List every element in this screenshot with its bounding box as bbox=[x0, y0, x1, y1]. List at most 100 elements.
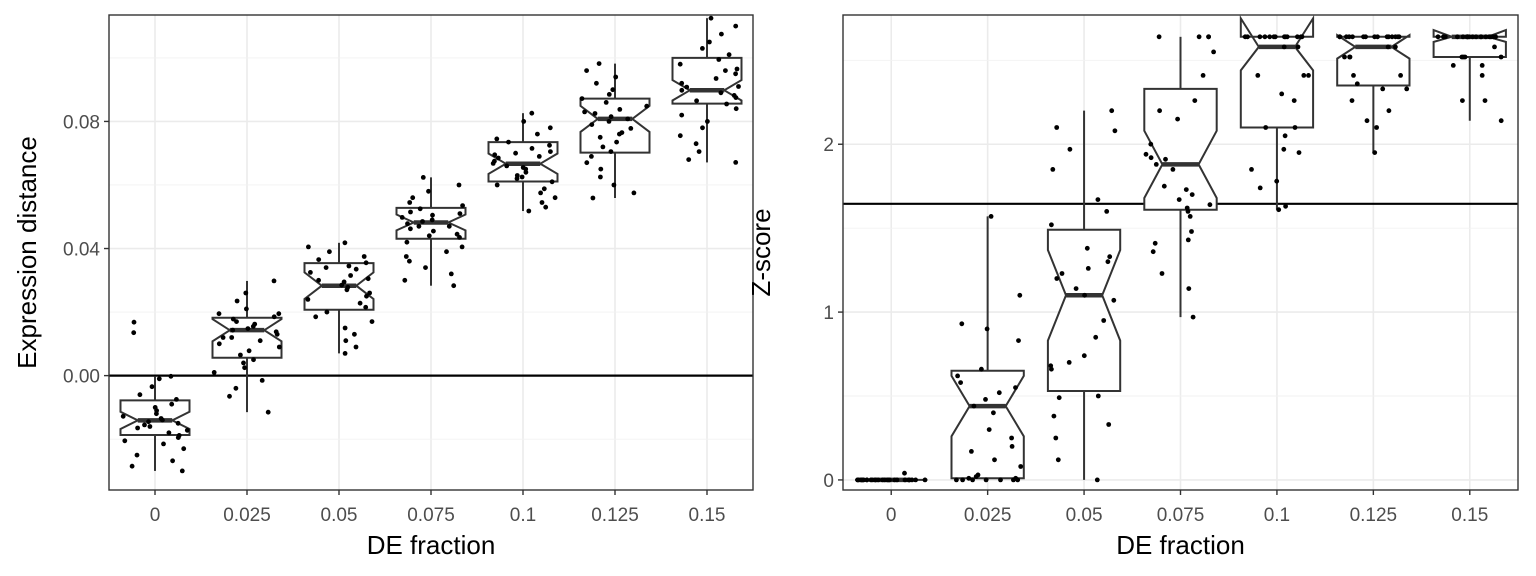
data-point bbox=[535, 131, 540, 137]
data-point bbox=[431, 228, 436, 234]
data-point bbox=[1059, 271, 1065, 276]
data-point bbox=[606, 92, 612, 97]
x-tick-label: 0.05 bbox=[321, 505, 358, 526]
data-point bbox=[170, 458, 176, 464]
data-point bbox=[250, 324, 256, 329]
data-point bbox=[736, 84, 741, 89]
data-point bbox=[257, 338, 263, 344]
data-point bbox=[625, 116, 631, 122]
data-point bbox=[988, 214, 994, 219]
x-tick-label: 0.15 bbox=[1451, 505, 1488, 526]
data-point bbox=[1051, 413, 1057, 419]
data-point bbox=[1192, 98, 1198, 103]
data-point bbox=[970, 477, 975, 483]
data-point bbox=[179, 468, 185, 474]
data-point bbox=[1337, 34, 1343, 40]
data-point bbox=[339, 282, 345, 288]
data-point bbox=[1460, 34, 1466, 40]
data-point bbox=[984, 326, 990, 332]
data-point bbox=[733, 160, 739, 165]
data-point bbox=[246, 348, 252, 354]
data-point bbox=[1301, 73, 1307, 78]
data-point bbox=[1185, 237, 1191, 243]
data-point bbox=[1085, 266, 1091, 271]
data-point bbox=[1082, 292, 1087, 298]
data-point bbox=[229, 335, 235, 340]
data-point bbox=[175, 420, 181, 426]
data-point bbox=[983, 397, 988, 402]
data-point bbox=[1364, 118, 1370, 124]
data-point bbox=[536, 154, 542, 159]
data-point bbox=[405, 221, 410, 227]
data-point bbox=[724, 101, 729, 107]
data-point bbox=[733, 106, 739, 112]
data-point bbox=[276, 311, 282, 317]
data-point bbox=[1081, 353, 1087, 359]
data-point bbox=[361, 254, 367, 259]
data-point bbox=[313, 314, 319, 320]
data-point bbox=[631, 190, 637, 196]
data-point bbox=[1183, 187, 1189, 193]
data-point bbox=[451, 283, 457, 289]
data-point bbox=[407, 258, 412, 264]
data-point bbox=[353, 344, 359, 350]
data-point bbox=[426, 188, 431, 194]
data-point bbox=[1281, 44, 1287, 50]
data-point bbox=[216, 311, 222, 317]
data-point bbox=[234, 298, 240, 304]
data-point bbox=[1464, 34, 1470, 40]
data-point bbox=[316, 257, 322, 262]
data-point bbox=[1016, 338, 1021, 343]
data-point bbox=[733, 23, 739, 29]
data-point bbox=[122, 438, 128, 444]
y-axis-title: Z-score bbox=[746, 208, 776, 296]
data-point bbox=[460, 203, 465, 209]
data-point bbox=[1263, 125, 1269, 130]
data-point bbox=[1498, 54, 1504, 60]
data-point bbox=[1284, 34, 1290, 40]
data-point bbox=[1386, 108, 1392, 114]
data-point bbox=[241, 360, 246, 366]
data-point bbox=[1262, 34, 1268, 40]
data-point bbox=[1189, 192, 1195, 198]
data-point bbox=[679, 80, 685, 86]
data-point bbox=[233, 385, 239, 391]
data-point bbox=[407, 200, 413, 205]
data-point bbox=[184, 427, 190, 433]
data-point bbox=[1354, 81, 1360, 87]
data-point bbox=[700, 46, 705, 51]
data-point bbox=[707, 39, 712, 45]
data-point bbox=[1189, 229, 1194, 234]
plot-marks bbox=[843, 15, 1518, 483]
data-point bbox=[986, 427, 992, 432]
data-point bbox=[1009, 435, 1014, 441]
data-point bbox=[216, 341, 222, 347]
data-point bbox=[1349, 98, 1355, 103]
data-point bbox=[991, 410, 996, 416]
data-point bbox=[1112, 128, 1118, 134]
data-point bbox=[718, 90, 724, 96]
data-point bbox=[969, 449, 974, 454]
data-point bbox=[1109, 108, 1115, 114]
right-panel-z-score: 0 1 2 0 0.025 0.05 0.075 0.1 0.125 0.15 DE fractio… bbox=[746, 14, 1519, 560]
data-point bbox=[1385, 44, 1391, 50]
data-point bbox=[1470, 34, 1475, 40]
data-point bbox=[1267, 34, 1273, 40]
data-point bbox=[420, 219, 425, 224]
data-point bbox=[344, 287, 350, 293]
y-tick-label: 2 bbox=[823, 135, 834, 156]
data-point bbox=[1053, 435, 1059, 441]
data-point bbox=[492, 152, 498, 158]
data-point bbox=[513, 150, 518, 156]
box-0.125 bbox=[1336, 33, 1411, 87]
data-point bbox=[589, 122, 595, 127]
left-panel-expression-distance: 0.00 0.04 0.08 0 0.025 0.05 0.075 0.1 0.125 0.15 D… bbox=[12, 14, 754, 560]
data-point bbox=[589, 154, 594, 159]
data-point bbox=[1351, 73, 1356, 78]
data-point bbox=[548, 149, 553, 155]
data-point bbox=[1009, 444, 1015, 449]
data-point bbox=[1299, 34, 1305, 40]
data-point bbox=[1372, 150, 1378, 156]
y-tick-label: 0.08 bbox=[63, 112, 100, 133]
data-point bbox=[306, 244, 311, 250]
